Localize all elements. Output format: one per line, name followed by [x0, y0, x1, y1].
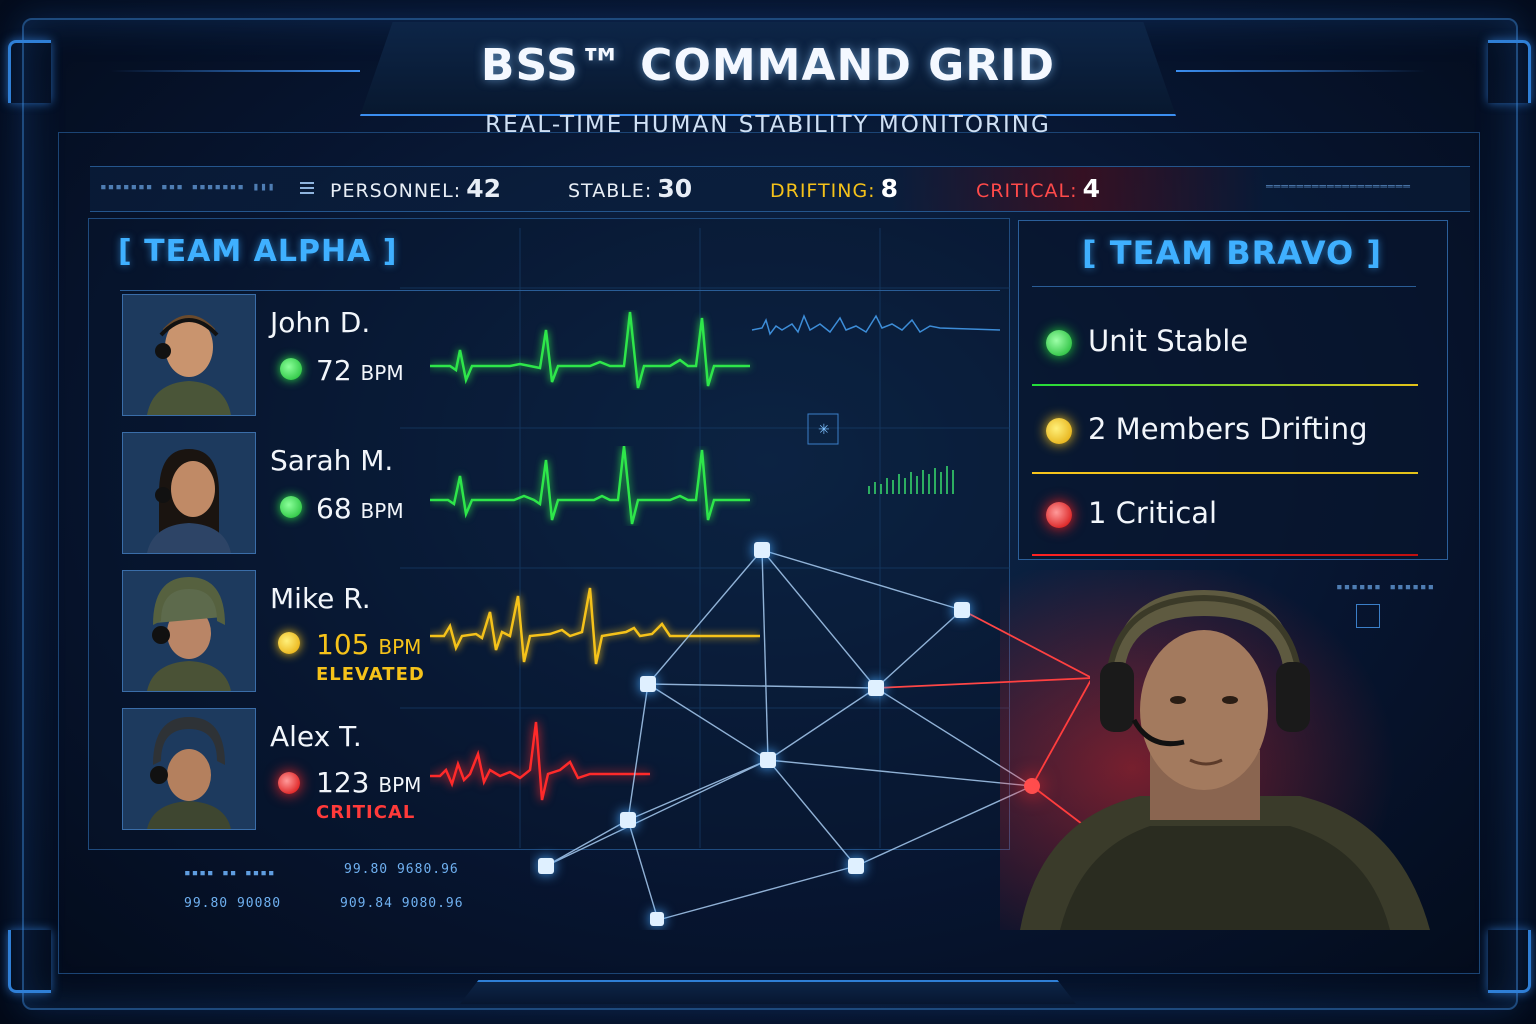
member-name: Alex T. — [270, 720, 362, 753]
bravo-item-rule — [1032, 472, 1418, 474]
status-dot-yellow — [1046, 418, 1072, 444]
bpm-unit: BPM — [378, 635, 422, 659]
background-signal-line — [751, 313, 1001, 336]
stats-deco-right: ═══════════════════ — [1266, 180, 1411, 193]
deco-readout: 909.84 9080.96 — [340, 896, 464, 911]
ecg-trace-sarah — [430, 446, 750, 525]
network-node — [954, 602, 970, 618]
grid-overlay: ✳ — [400, 228, 1010, 848]
team-alpha-title: [ TEAM ALPHA ] — [118, 234, 398, 269]
corner-bracket-bottom-right — [1488, 930, 1531, 993]
bravo-divider — [1032, 286, 1416, 287]
network-node — [868, 680, 884, 696]
title-plate — [360, 22, 1176, 116]
app-title: BSS™ COMMAND GRID — [480, 40, 1056, 91]
network-node — [640, 676, 656, 692]
bravo-item-rule — [1032, 554, 1418, 556]
corner-bracket-top-left — [8, 40, 51, 103]
member-bpm: 68 BPM — [316, 492, 404, 525]
network-node — [620, 812, 636, 828]
corner-bracket-top-right — [1488, 40, 1531, 103]
stat-personnel-label: PERSONNEL: — [330, 180, 462, 202]
deco-readout: ▪▪▪▪▪▪ ▪▪▪▪▪▪ — [1336, 580, 1436, 593]
stat-personnel-value: 42 — [466, 174, 501, 203]
bottom-plate — [460, 980, 1076, 1004]
status-tag-elevated: ELEVATED — [316, 664, 425, 685]
inner-frame — [58, 132, 1480, 974]
status-tag-critical: CRITICAL — [316, 802, 416, 823]
stat-drifting: DRIFTING: 8 — [770, 174, 898, 203]
status-dot-red — [278, 772, 300, 794]
team-bravo-title: [ TEAM BRAVO ] — [1082, 234, 1382, 272]
bpm-value: 123 — [316, 766, 370, 799]
stats-bar — [90, 166, 1470, 212]
member-bpm: 72 BPM — [316, 354, 404, 387]
ecg-trace-alex — [430, 721, 650, 801]
target-box-icon — [1356, 604, 1380, 628]
stat-stable: STABLE: 30 — [568, 174, 692, 203]
stat-drifting-label: DRIFTING: — [770, 180, 876, 202]
bravo-status-item: 1 Critical — [1088, 496, 1218, 530]
status-dot-green — [1046, 330, 1072, 356]
avatar-mike — [122, 570, 256, 692]
stat-personnel: PERSONNEL: 42 — [330, 174, 501, 203]
stat-critical-label: CRITICAL: — [976, 180, 1078, 202]
title-rule-left — [110, 70, 360, 72]
stats-deco-text: ▪▪▪▪▪▪▪ ▪▪▪ ▪▪▪▪▪▪▪ ▮▮▮ — [100, 180, 276, 193]
target-box-icon — [807, 413, 839, 445]
bravo-status-item: 2 Members Drifting — [1088, 412, 1368, 446]
bpm-value: 68 — [316, 492, 352, 525]
bravo-item-rule — [1032, 384, 1418, 386]
stat-stable-value: 30 — [657, 174, 693, 203]
bpm-value: 72 — [316, 354, 352, 387]
member-name: John D. — [270, 306, 371, 339]
title-rule-right — [1176, 70, 1426, 72]
member-bpm: 123 BPM — [316, 766, 421, 799]
stat-critical-value: 4 — [1082, 174, 1101, 203]
svg-text:✳: ✳ — [818, 422, 830, 438]
network-node — [538, 858, 554, 874]
team-bravo-panel — [1018, 220, 1448, 560]
avatar-sarah — [122, 432, 256, 554]
bravo-status-item: Unit Stable — [1088, 324, 1249, 358]
network-node — [760, 752, 776, 768]
avatar-alex — [122, 708, 256, 830]
status-dot-green — [280, 358, 302, 380]
status-dot-green — [280, 496, 302, 518]
alpha-divider — [120, 290, 1000, 291]
ecg-trace-john — [430, 311, 750, 389]
app-subtitle: REAL-TIME HUMAN STABILITY MONITORING — [485, 112, 1051, 138]
avatar-john — [122, 294, 256, 416]
bpm-unit: BPM — [360, 361, 404, 385]
member-name: Mike R. — [270, 582, 371, 615]
status-dot-yellow — [278, 632, 300, 654]
ecg-trace-mike — [430, 587, 760, 665]
member-bpm: 105 BPM — [316, 628, 421, 661]
bpm-value: 105 — [316, 628, 370, 661]
stat-critical: CRITICAL: 4 — [976, 174, 1100, 203]
deco-readout: ▪▪▪▪ ▪▪ ▪▪▪▪ — [184, 866, 276, 879]
mini-bar-graph — [868, 466, 954, 494]
soldier-portrait — [1000, 570, 1440, 930]
member-name: Sarah M. — [270, 444, 394, 477]
network-node — [848, 858, 864, 874]
deco-readout: 99.80 9680.96 — [344, 862, 459, 877]
deco-readout: 99.80 90080 — [184, 896, 282, 911]
network-node — [754, 542, 770, 558]
status-dot-red — [1046, 502, 1072, 528]
menu-icon — [300, 182, 314, 184]
bpm-unit: BPM — [378, 773, 422, 797]
outer-frame — [22, 18, 1518, 1010]
stat-drifting-value: 8 — [880, 174, 899, 203]
network-node — [650, 912, 664, 926]
stat-stable-label: STABLE: — [568, 180, 653, 202]
bpm-unit: BPM — [360, 499, 404, 523]
corner-bracket-bottom-left — [8, 930, 51, 993]
